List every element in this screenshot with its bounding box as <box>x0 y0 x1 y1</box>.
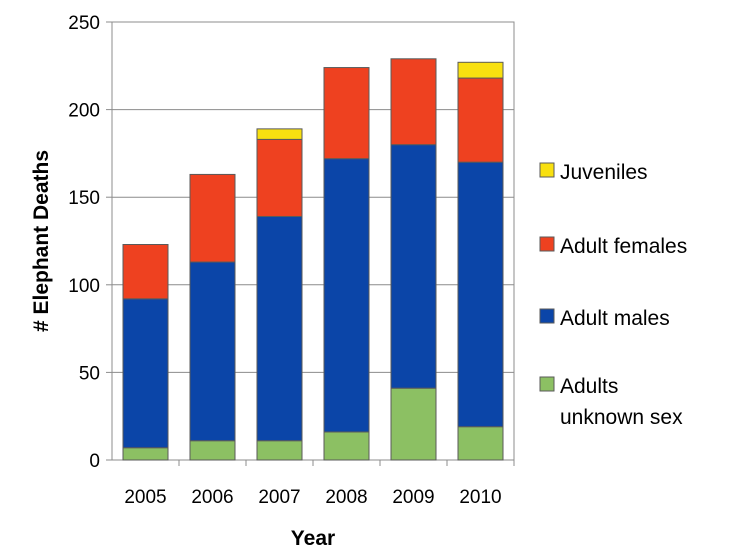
x-tick-label: 2006 <box>191 487 233 508</box>
bar-segment <box>323 67 370 160</box>
y-tick-label: 150 <box>68 188 100 209</box>
bar-segment <box>256 138 303 217</box>
legend-label: Adult males <box>560 307 670 330</box>
x-axis-title: Year <box>291 527 335 550</box>
legend-label: unknown sex <box>560 406 683 429</box>
bar-segment <box>256 128 303 140</box>
x-tick-label: 2005 <box>124 487 166 508</box>
legend: Juveniles Adult females Adult males Adults u… <box>539 161 687 429</box>
bar-segment <box>122 244 169 300</box>
bar-segment <box>457 61 504 79</box>
y-tick-label: 200 <box>68 101 100 122</box>
legend-label: Juveniles <box>560 161 648 184</box>
bar-segment <box>457 426 504 461</box>
bar-segment <box>390 144 437 389</box>
legend-label: Adults <box>560 375 618 398</box>
bar-segment <box>189 440 236 461</box>
bar-segment <box>390 58 437 146</box>
bar-segment <box>323 158 370 433</box>
y-axis-title: # Elephant Deaths <box>30 150 53 332</box>
plot-area <box>111 21 515 461</box>
x-tick-label: 2007 <box>258 487 300 508</box>
legend-swatch <box>539 236 555 252</box>
legend-swatch <box>539 308 555 324</box>
gridlines <box>112 21 514 461</box>
bar-segment <box>122 298 169 449</box>
bar-segment <box>122 447 169 461</box>
bar-segment <box>256 440 303 461</box>
bar-segment <box>390 387 437 461</box>
bar-segment <box>256 215 303 442</box>
x-axis-ticks: 2005 2006 2007 2008 2009 2010 <box>124 460 515 508</box>
legend-swatch <box>539 376 555 392</box>
bars <box>122 58 504 461</box>
x-tick-label: 2010 <box>459 487 501 508</box>
y-axis-ticks: 0 50 100 150 200 250 <box>68 13 112 472</box>
y-tick-label: 100 <box>68 276 100 297</box>
legend-label: Adult females <box>560 235 687 258</box>
bar-segment <box>189 173 236 263</box>
x-tick-label: 2009 <box>392 487 434 508</box>
bar-segment <box>323 431 370 461</box>
y-tick-label: 250 <box>68 13 100 34</box>
bar-segment <box>457 77 504 163</box>
bar-segment <box>189 261 236 442</box>
y-tick-label: 50 <box>79 363 100 384</box>
legend-swatch <box>539 162 555 178</box>
bar-segment <box>457 161 504 428</box>
x-tick-label: 2008 <box>325 487 367 508</box>
y-tick-label: 0 <box>89 451 100 472</box>
